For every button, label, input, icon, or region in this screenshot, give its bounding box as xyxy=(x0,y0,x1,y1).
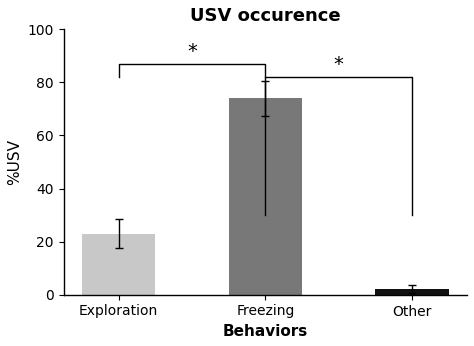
Y-axis label: %USV: %USV xyxy=(7,139,22,185)
Title: USV occurence: USV occurence xyxy=(190,7,341,25)
Bar xyxy=(82,234,155,295)
Bar xyxy=(375,290,449,295)
X-axis label: Behaviors: Behaviors xyxy=(223,324,308,339)
Text: *: * xyxy=(187,42,197,61)
Bar xyxy=(228,98,302,295)
Text: *: * xyxy=(334,55,344,74)
